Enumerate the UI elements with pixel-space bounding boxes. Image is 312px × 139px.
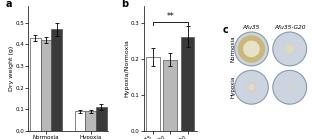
Circle shape <box>273 32 307 66</box>
Bar <box>181 37 194 131</box>
Circle shape <box>249 85 254 90</box>
Y-axis label: Hypoxia/Normoxia: Hypoxia/Normoxia <box>124 39 129 97</box>
Circle shape <box>286 45 294 53</box>
Text: a: a <box>6 0 12 9</box>
Bar <box>96 107 107 131</box>
Circle shape <box>238 36 265 62</box>
Bar <box>51 29 62 131</box>
Y-axis label: Dry weight (g): Dry weight (g) <box>9 45 14 91</box>
Bar <box>75 111 85 131</box>
Text: c: c <box>223 25 229 35</box>
Circle shape <box>288 85 291 89</box>
Text: Afu35: Afu35 <box>243 25 260 30</box>
Circle shape <box>235 32 268 66</box>
Text: **: ** <box>167 12 174 21</box>
Bar <box>146 57 160 131</box>
Bar <box>85 111 96 131</box>
Text: b: b <box>121 0 128 9</box>
Bar <box>30 38 41 131</box>
Text: Afu35-G20: Afu35-G20 <box>274 25 305 30</box>
Circle shape <box>273 70 307 104</box>
Bar <box>41 40 51 131</box>
Circle shape <box>235 70 268 104</box>
Circle shape <box>247 83 256 92</box>
Text: Normoxia: Normoxia <box>231 36 236 62</box>
Text: Hypoxia: Hypoxia <box>231 76 236 98</box>
Bar <box>163 60 177 131</box>
Circle shape <box>244 41 259 57</box>
